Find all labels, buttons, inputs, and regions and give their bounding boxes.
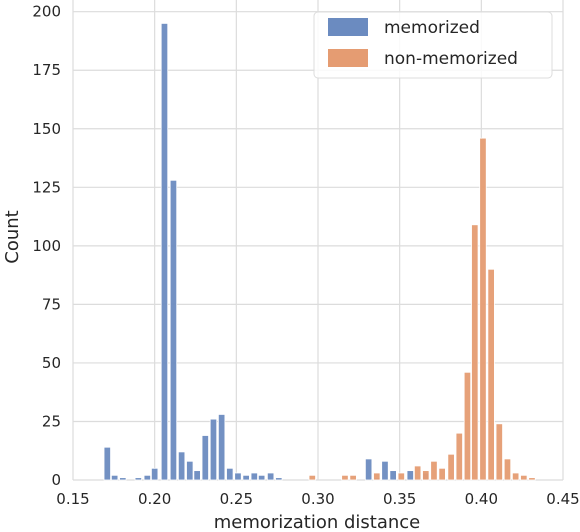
bar xyxy=(349,474,357,481)
bar xyxy=(471,224,479,481)
x-tick-label: 0.35 xyxy=(383,490,416,508)
bar xyxy=(430,460,438,481)
bar xyxy=(186,460,194,481)
bar xyxy=(520,474,528,481)
series-non-memorized xyxy=(308,137,536,481)
x-tick-label: 0.25 xyxy=(220,490,253,508)
legend-swatch-memorized xyxy=(328,18,368,36)
bar xyxy=(193,470,201,481)
y-tick-label: 100 xyxy=(32,237,61,255)
bar xyxy=(373,472,381,481)
bar xyxy=(447,453,455,481)
bar xyxy=(406,470,414,481)
bar xyxy=(250,472,258,481)
bar xyxy=(397,472,405,481)
bar xyxy=(103,446,111,481)
bar xyxy=(528,477,536,481)
y-tick-label: 125 xyxy=(32,178,61,196)
legend: memorized non-memorized xyxy=(313,11,553,79)
bar xyxy=(364,458,373,481)
bars xyxy=(103,23,536,481)
bar xyxy=(134,477,143,481)
legend-swatch-non-memorized xyxy=(328,49,368,67)
bar xyxy=(226,467,234,481)
bar xyxy=(143,474,151,481)
bar xyxy=(217,414,226,481)
x-tick-label: 0.20 xyxy=(138,490,171,508)
y-tick-label: 75 xyxy=(42,295,61,313)
bar xyxy=(511,472,520,481)
y-tick-label: 150 xyxy=(32,120,61,138)
y-tick-label: 50 xyxy=(42,354,61,372)
y-tick-label: 0 xyxy=(51,471,61,489)
bar xyxy=(150,467,159,481)
x-tick-label: 0.45 xyxy=(546,490,579,508)
bar xyxy=(177,451,186,481)
bar xyxy=(381,460,389,481)
bar xyxy=(438,467,446,481)
axes: 0.15 0.20 0.25 0.30 0.35 0.40 0.45 0 25 50 75 100 12… xyxy=(32,3,579,508)
bar xyxy=(201,435,209,481)
bar xyxy=(503,458,512,481)
bar xyxy=(389,470,397,481)
bar xyxy=(160,23,169,481)
bar xyxy=(234,472,242,481)
bar xyxy=(257,474,266,481)
bar xyxy=(110,474,119,481)
bar xyxy=(463,371,472,481)
bar xyxy=(119,477,127,481)
y-tick-label: 25 xyxy=(42,412,61,430)
y-axis-label: Count xyxy=(2,210,23,263)
bar xyxy=(455,432,463,481)
bar xyxy=(495,423,503,481)
x-tick-label: 0.40 xyxy=(465,490,498,508)
bar xyxy=(487,268,495,481)
bar xyxy=(209,418,218,481)
bar xyxy=(422,470,430,481)
x-axis-label: memorization distance xyxy=(214,512,421,532)
legend-label-memorized: memorized xyxy=(384,18,480,38)
bar xyxy=(169,179,178,481)
bar xyxy=(479,137,487,481)
y-tick-label: 200 xyxy=(32,3,61,21)
legend-box xyxy=(313,11,553,79)
series-memorized xyxy=(103,23,430,481)
bar xyxy=(341,474,349,481)
x-tick-label: 0.30 xyxy=(301,490,334,508)
bar xyxy=(242,474,250,481)
legend-label-non-memorized: non-memorized xyxy=(384,49,518,69)
x-tick-label: 0.15 xyxy=(56,490,89,508)
y-tick-label: 175 xyxy=(32,61,61,79)
bar xyxy=(413,465,422,481)
bar xyxy=(308,474,316,481)
bar xyxy=(275,477,283,481)
bar xyxy=(266,472,275,481)
